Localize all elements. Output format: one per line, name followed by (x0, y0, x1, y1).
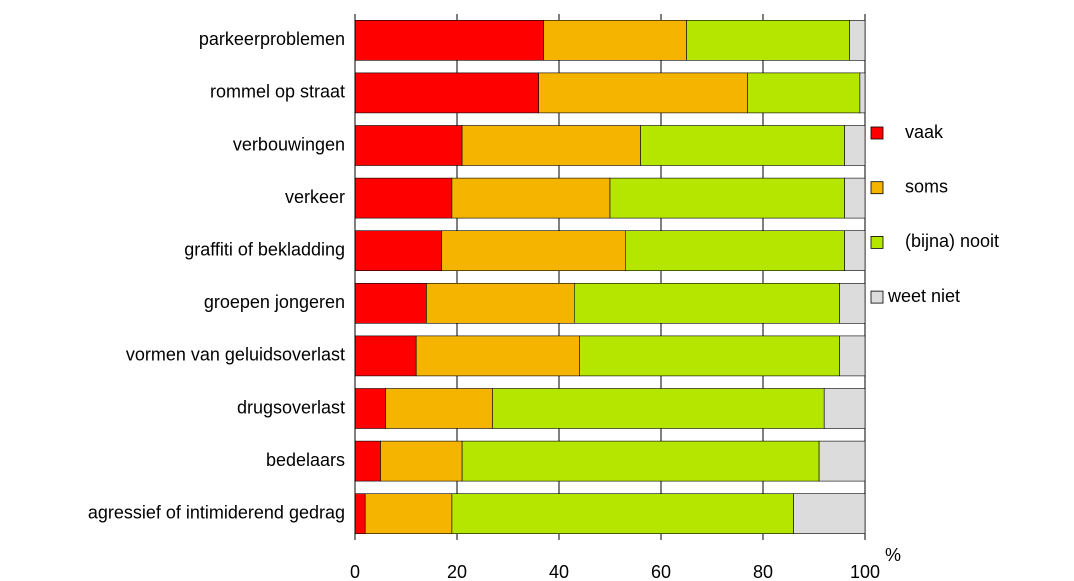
bar-segment (844, 177, 866, 219)
bar-segment (354, 282, 427, 324)
bar-segment (441, 230, 626, 271)
legend-swatch (870, 181, 884, 195)
bar-segment (818, 440, 866, 482)
bar-segment (354, 177, 453, 219)
bar-segment (686, 19, 850, 61)
y-tick-label: verbouwingen (233, 134, 345, 154)
bar-segment (793, 493, 866, 535)
y-tick-label: bedelaars (266, 450, 345, 470)
bar-segment (492, 388, 825, 429)
bar-segment (609, 177, 845, 219)
legend-swatch (870, 126, 884, 140)
bar-segment (839, 282, 866, 324)
bar-segment (461, 125, 641, 166)
bar-segment (364, 493, 453, 535)
bar-segment (844, 230, 866, 271)
bar-segment (354, 335, 417, 377)
x-tick-label: 0 (350, 562, 360, 581)
bar-segment (640, 125, 845, 166)
bar-segment (849, 19, 866, 61)
bar-segment (573, 282, 840, 324)
bar-segment (354, 493, 366, 535)
bar-segment (354, 440, 381, 482)
y-tick-label: parkeerproblemen (199, 29, 345, 49)
bar-segment (354, 125, 463, 166)
legend-swatch (870, 235, 884, 249)
x-tick-label: 60 (651, 562, 671, 581)
bar-segment (543, 19, 687, 61)
bar-segment (579, 335, 840, 377)
bar-segment (354, 388, 386, 429)
bar-segment (839, 335, 866, 377)
bar-segment (380, 440, 463, 482)
bar-segment (461, 440, 820, 482)
y-tick-label: rommel op straat (210, 82, 345, 102)
bar-segment (747, 72, 861, 114)
legend-swatch (870, 290, 884, 304)
bar-segment (354, 19, 544, 61)
legend-label: (bijna) nooit (905, 231, 999, 251)
legend-label: vaak (905, 122, 944, 142)
bar-segment (451, 177, 611, 219)
x-tick-label: 100 (850, 562, 880, 581)
y-tick-label: verkeer (285, 187, 345, 207)
bar-segment (859, 72, 866, 114)
bar-segment (823, 388, 866, 429)
bar-segment (426, 282, 575, 324)
bar-segment (538, 72, 748, 114)
y-tick-label: graffiti of bekladding (184, 239, 345, 259)
bar-segment (415, 335, 580, 377)
bar-segment (844, 125, 866, 166)
legend-label: weet niet (887, 286, 960, 306)
legend-label: soms (905, 176, 948, 196)
x-tick-label: 20 (447, 562, 467, 581)
bar-segment (451, 493, 794, 535)
x-tick-label: 80 (753, 562, 773, 581)
bar-segment (354, 72, 539, 114)
y-tick-label: drugsoverlast (237, 397, 345, 417)
bar-segment (385, 388, 494, 429)
y-tick-label: vormen van geluidsoverlast (126, 345, 345, 365)
bar-segment (624, 230, 845, 271)
x-tick-label: 40 (549, 562, 569, 581)
x-axis-label: % (885, 545, 901, 565)
y-tick-label: agressief of intimiderend gedrag (88, 502, 345, 522)
bar-segment (354, 230, 442, 271)
y-tick-label: groepen jongeren (204, 292, 345, 312)
